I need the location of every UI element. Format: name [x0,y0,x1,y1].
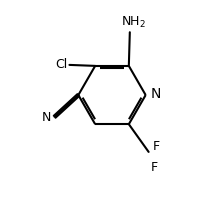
Text: NH$_2$: NH$_2$ [121,15,146,30]
Text: N: N [151,87,161,101]
Text: F: F [153,140,160,153]
Text: F: F [151,161,158,174]
Text: Cl: Cl [56,58,68,71]
Text: N: N [42,111,52,124]
